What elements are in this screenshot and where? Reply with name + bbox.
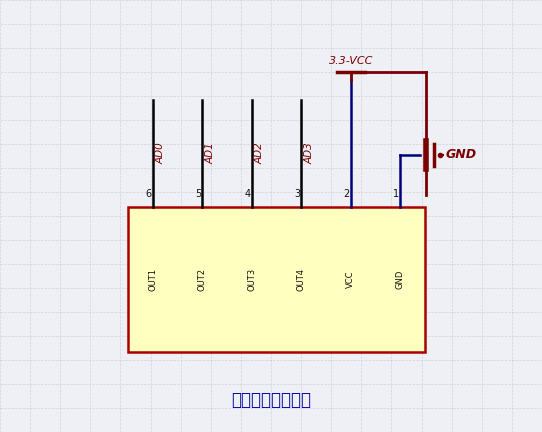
Text: 1: 1 xyxy=(393,189,399,199)
Text: 3.3-VCC: 3.3-VCC xyxy=(328,56,373,66)
Bar xyxy=(128,207,425,352)
Text: OUT2: OUT2 xyxy=(198,268,207,291)
Text: AD3: AD3 xyxy=(304,143,314,164)
Text: 5: 5 xyxy=(195,189,202,199)
Text: 四路触摸感应模块: 四路触摸感应模块 xyxy=(231,391,311,409)
Text: GND: GND xyxy=(396,270,405,289)
Text: AD0: AD0 xyxy=(156,143,166,164)
Text: AD1: AD1 xyxy=(205,143,215,164)
Text: AD2: AD2 xyxy=(255,143,264,164)
Text: GND: GND xyxy=(446,149,477,162)
Text: 3: 3 xyxy=(294,189,300,199)
Text: 6: 6 xyxy=(146,189,152,199)
Text: OUT4: OUT4 xyxy=(297,268,306,291)
Text: 4: 4 xyxy=(244,189,251,199)
Text: OUT1: OUT1 xyxy=(149,268,157,291)
Text: VCC: VCC xyxy=(346,271,355,288)
Text: 2: 2 xyxy=(344,189,350,199)
Text: OUT3: OUT3 xyxy=(247,268,256,291)
